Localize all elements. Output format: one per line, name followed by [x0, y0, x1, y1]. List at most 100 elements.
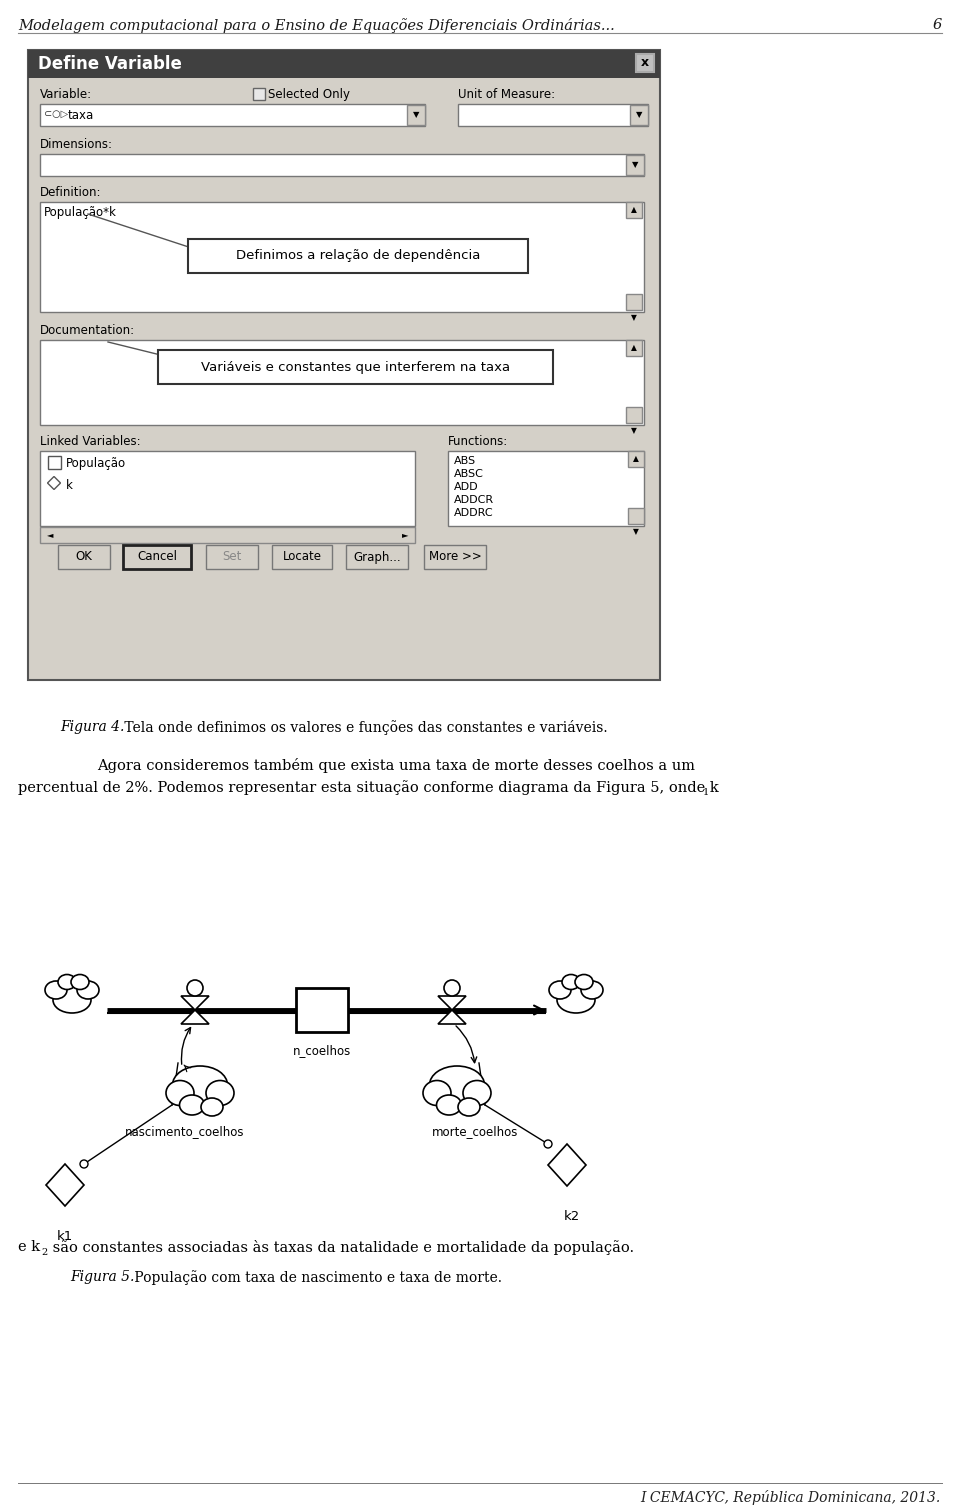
Text: More >>: More >>	[428, 551, 481, 563]
Circle shape	[187, 979, 203, 996]
FancyBboxPatch shape	[40, 154, 644, 177]
Text: Graph...: Graph...	[353, 551, 401, 563]
Text: n_coelhos: n_coelhos	[293, 1044, 351, 1056]
FancyBboxPatch shape	[40, 104, 425, 125]
Circle shape	[80, 1160, 88, 1168]
Text: ▼: ▼	[413, 110, 420, 119]
Polygon shape	[47, 477, 60, 489]
FancyBboxPatch shape	[630, 106, 648, 125]
Text: ▼: ▼	[632, 160, 638, 169]
Ellipse shape	[429, 1065, 485, 1105]
FancyBboxPatch shape	[48, 456, 61, 469]
Ellipse shape	[53, 987, 91, 1013]
FancyBboxPatch shape	[40, 202, 644, 312]
FancyBboxPatch shape	[28, 50, 660, 78]
FancyBboxPatch shape	[188, 238, 528, 273]
FancyBboxPatch shape	[626, 340, 642, 356]
Text: ▼: ▼	[633, 528, 639, 537]
Text: Documentation:: Documentation:	[40, 324, 135, 337]
FancyBboxPatch shape	[40, 527, 415, 543]
Circle shape	[444, 979, 460, 996]
FancyBboxPatch shape	[636, 54, 654, 72]
Text: 6: 6	[933, 18, 942, 32]
Text: ADD: ADD	[454, 481, 479, 492]
FancyBboxPatch shape	[346, 545, 408, 569]
Ellipse shape	[423, 1080, 451, 1106]
FancyBboxPatch shape	[626, 202, 642, 217]
FancyBboxPatch shape	[32, 81, 656, 676]
Ellipse shape	[575, 975, 593, 990]
Text: x: x	[641, 56, 649, 69]
Polygon shape	[46, 1163, 84, 1206]
Text: ADDCR: ADDCR	[454, 495, 494, 506]
Text: Figura 5.: Figura 5.	[70, 1271, 134, 1284]
FancyBboxPatch shape	[626, 155, 644, 175]
Ellipse shape	[581, 981, 603, 999]
Text: Tela onde definimos os valores e funções das constantes e variáveis.: Tela onde definimos os valores e funções…	[120, 720, 608, 735]
Text: Unit of Measure:: Unit of Measure:	[458, 88, 555, 101]
FancyBboxPatch shape	[253, 88, 265, 100]
Text: Definition:: Definition:	[40, 186, 102, 199]
Ellipse shape	[166, 1080, 194, 1106]
Ellipse shape	[458, 1099, 480, 1117]
Polygon shape	[548, 1144, 586, 1186]
Ellipse shape	[58, 975, 76, 990]
FancyBboxPatch shape	[424, 545, 486, 569]
Text: Agora consideremos também que exista uma taxa de morte desses coelhos a um: Agora consideremos também que exista uma…	[97, 758, 695, 773]
Text: 1: 1	[703, 788, 709, 797]
Text: Set: Set	[223, 551, 242, 563]
Text: ◄: ◄	[47, 531, 53, 540]
Text: ▼: ▼	[631, 427, 636, 436]
Ellipse shape	[562, 975, 580, 990]
Text: Modelagem computacional para o Ensino de Equações Diferenciais Ordinárias...: Modelagem computacional para o Ensino de…	[18, 18, 614, 33]
Text: taxa: taxa	[68, 109, 94, 122]
Polygon shape	[438, 996, 466, 1010]
FancyBboxPatch shape	[626, 407, 642, 423]
FancyBboxPatch shape	[272, 545, 332, 569]
Ellipse shape	[206, 1080, 234, 1106]
Text: morte_coelhos: morte_coelhos	[432, 1126, 518, 1138]
Text: Variable:: Variable:	[40, 88, 92, 101]
Ellipse shape	[71, 975, 89, 990]
Text: nascimento_coelhos: nascimento_coelhos	[125, 1126, 245, 1138]
Text: Selected Only: Selected Only	[268, 88, 350, 101]
Ellipse shape	[173, 1065, 228, 1105]
Text: Locate: Locate	[282, 551, 322, 563]
FancyBboxPatch shape	[40, 451, 415, 527]
Text: Linked Variables:: Linked Variables:	[40, 435, 140, 448]
FancyBboxPatch shape	[158, 350, 553, 383]
Text: População: População	[66, 457, 126, 469]
Polygon shape	[181, 1010, 209, 1025]
FancyBboxPatch shape	[628, 451, 644, 466]
Text: Variáveis e constantes que interferem na taxa: Variáveis e constantes que interferem na…	[201, 361, 510, 374]
FancyBboxPatch shape	[206, 545, 258, 569]
Text: 2: 2	[41, 1248, 47, 1257]
FancyBboxPatch shape	[40, 340, 644, 426]
Text: Dimensions:: Dimensions:	[40, 137, 113, 151]
Text: População com taxa de nascimento e taxa de morte.: População com taxa de nascimento e taxa …	[130, 1271, 502, 1284]
Polygon shape	[438, 1010, 466, 1025]
Ellipse shape	[549, 981, 571, 999]
Text: percentual de 2%. Podemos representar esta situação conforme diagrama da Figura : percentual de 2%. Podemos representar es…	[18, 780, 719, 795]
FancyBboxPatch shape	[58, 545, 110, 569]
Text: OK: OK	[76, 551, 92, 563]
Circle shape	[544, 1139, 552, 1148]
Ellipse shape	[437, 1096, 462, 1115]
Ellipse shape	[557, 987, 595, 1013]
Text: Define Variable: Define Variable	[38, 54, 181, 72]
Text: k1: k1	[57, 1230, 73, 1243]
FancyBboxPatch shape	[628, 509, 644, 524]
Text: ▲: ▲	[631, 205, 636, 214]
Text: ABSC: ABSC	[454, 469, 484, 478]
Text: ▼: ▼	[631, 314, 636, 323]
Text: População*k: População*k	[44, 207, 117, 219]
FancyBboxPatch shape	[28, 50, 660, 681]
FancyBboxPatch shape	[448, 451, 644, 527]
Ellipse shape	[180, 1096, 204, 1115]
Text: ►: ►	[401, 531, 408, 540]
Text: ▲: ▲	[631, 344, 636, 353]
Text: ⊂○▷: ⊂○▷	[44, 109, 68, 119]
Ellipse shape	[463, 1080, 491, 1106]
Text: k2: k2	[564, 1210, 580, 1222]
FancyBboxPatch shape	[123, 545, 191, 569]
